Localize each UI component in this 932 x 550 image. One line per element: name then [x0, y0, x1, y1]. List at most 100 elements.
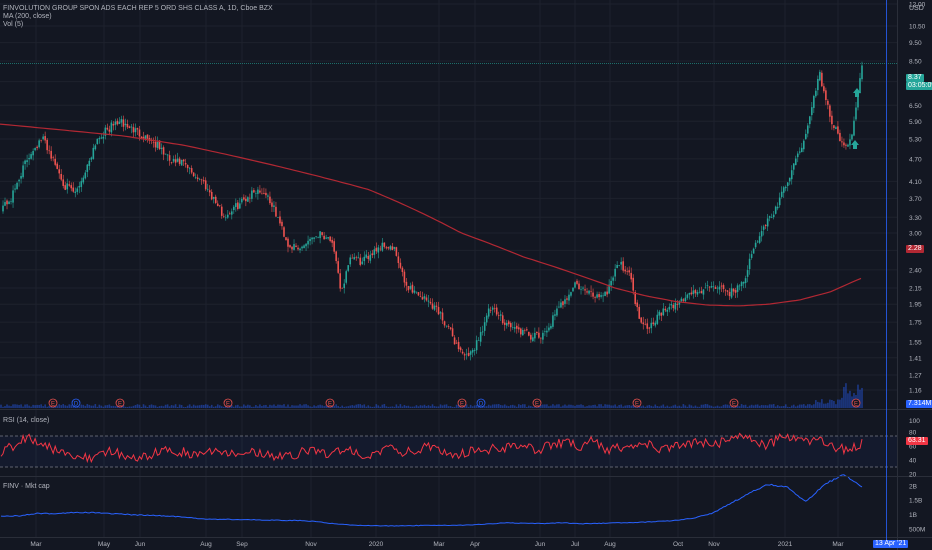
volume-bar — [764, 405, 767, 408]
candle-body — [118, 121, 121, 125]
candle-body — [499, 314, 502, 316]
volume-bar — [46, 406, 48, 408]
volume-bar — [524, 404, 526, 408]
candle-body — [570, 292, 572, 296]
candle-body — [708, 286, 711, 288]
price-tick-label: 3.00 — [909, 231, 922, 238]
candle-body — [668, 306, 671, 310]
volume-bar — [106, 405, 109, 408]
volume-bar — [825, 403, 827, 408]
volume-bar — [650, 405, 653, 408]
candle-body — [644, 323, 647, 325]
volume-bar — [614, 404, 616, 408]
candle-body — [38, 140, 40, 148]
candle-body — [166, 154, 169, 156]
candle-body — [794, 158, 797, 166]
volume-bar — [604, 404, 606, 408]
volume-bar — [684, 405, 687, 408]
candle-body — [152, 141, 155, 143]
volume-bar — [762, 405, 765, 408]
currency-label[interactable]: USD — [909, 5, 924, 12]
volume-bar — [267, 406, 269, 408]
ma-legend[interactable]: MA (200, close) — [3, 13, 52, 20]
volume-bar — [150, 404, 153, 408]
candle-body — [136, 128, 139, 130]
volume-bar — [36, 404, 38, 408]
candle-body — [776, 206, 779, 209]
volume-bar — [694, 405, 697, 408]
candle-body — [74, 191, 77, 193]
candle-body — [505, 322, 508, 326]
time-tick-label: Apr — [470, 541, 481, 548]
volume-bar — [682, 404, 685, 408]
volume-bar — [839, 399, 841, 408]
candle-body — [317, 237, 319, 238]
candle-body — [815, 90, 817, 97]
price-tick-label: 2.40 — [909, 267, 922, 274]
candle-body — [522, 329, 524, 336]
volume-bar — [178, 404, 181, 408]
time-tick-label: Nov — [305, 541, 317, 548]
volume-bar — [259, 404, 261, 408]
volume-legend[interactable]: Vol (5) — [3, 21, 24, 28]
candle-body — [208, 190, 211, 193]
volume-bar — [833, 400, 835, 408]
volume-bar — [32, 404, 34, 408]
volume-bar — [212, 406, 215, 408]
volume-bar — [317, 405, 319, 408]
candle-body — [58, 169, 61, 174]
candle-body — [407, 286, 410, 291]
volume-bar — [26, 404, 28, 408]
candle-body — [686, 294, 689, 298]
volume-bar — [473, 405, 476, 408]
volume-bar — [253, 406, 255, 408]
volume-bar — [515, 406, 518, 408]
candle-body — [477, 340, 480, 341]
candle-body — [716, 287, 719, 289]
candle-body — [503, 322, 506, 325]
candle-body — [594, 297, 596, 298]
volume-bar — [566, 405, 568, 408]
volume-bar — [233, 406, 235, 408]
candle-body — [602, 295, 604, 297]
rsi-axis[interactable]: 20 40 60 80 100 2B 1.5B 1B 500M — [909, 418, 925, 534]
candle-body — [724, 290, 727, 292]
volume-bar — [809, 404, 811, 408]
volume-bar — [602, 406, 604, 408]
volume-bar — [156, 406, 159, 408]
volume-bar — [80, 404, 83, 408]
volume-bar — [313, 405, 315, 408]
time-axis[interactable]: Mar May Jun Aug Sep Nov 2020 Mar Apr Jun Jul Aug Oct… — [30, 541, 844, 548]
candle-body — [50, 150, 52, 159]
volume-bar — [664, 406, 667, 408]
volume-bar — [594, 404, 596, 408]
volume-bar — [78, 406, 81, 408]
volume-bar — [311, 406, 313, 408]
volume-bar — [413, 406, 416, 408]
candle-body — [542, 332, 544, 340]
volume-bar — [231, 405, 233, 408]
rsi-legend[interactable]: RSI (14, close) — [3, 417, 50, 424]
price-tick-label: 8.50 — [909, 58, 922, 65]
volume-bar — [778, 406, 781, 408]
candle-body — [606, 291, 608, 295]
volume-bar — [640, 406, 643, 408]
volume-bar — [291, 405, 293, 408]
candle-body — [228, 213, 231, 215]
candle-body — [750, 254, 753, 258]
volume-bar — [807, 404, 809, 408]
candle-body — [277, 217, 279, 218]
mktcap-legend[interactable]: FINV · Mkt cap — [3, 483, 50, 490]
candle-body — [809, 116, 811, 125]
volume-bar — [423, 404, 426, 408]
candle-body — [672, 304, 675, 309]
candle-body — [634, 291, 637, 305]
volume-bar — [540, 404, 542, 408]
volume-bar — [530, 406, 532, 408]
volume-bar — [381, 404, 384, 408]
candle-body — [158, 140, 161, 150]
volume-bar — [261, 406, 263, 408]
candle-body — [768, 216, 771, 218]
